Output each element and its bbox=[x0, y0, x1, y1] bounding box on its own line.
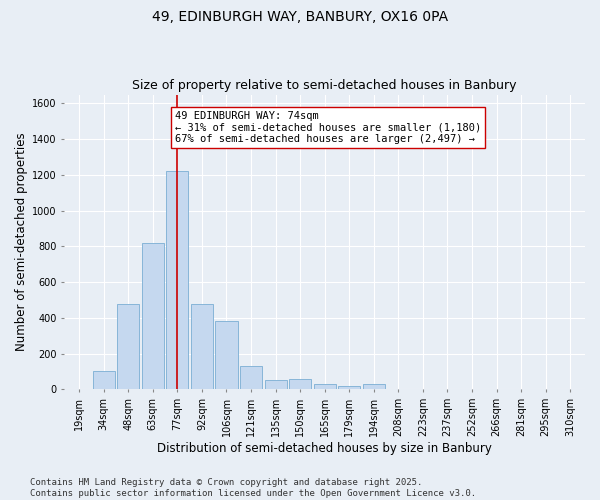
Bar bbox=[289, 380, 311, 390]
Bar bbox=[92, 372, 115, 390]
Title: Size of property relative to semi-detached houses in Banbury: Size of property relative to semi-detach… bbox=[133, 79, 517, 92]
Bar bbox=[117, 304, 139, 390]
Bar bbox=[363, 384, 385, 390]
X-axis label: Distribution of semi-detached houses by size in Banbury: Distribution of semi-detached houses by … bbox=[157, 442, 492, 455]
Bar bbox=[166, 172, 188, 390]
Bar bbox=[265, 380, 287, 390]
Bar bbox=[215, 322, 238, 390]
Bar bbox=[142, 243, 164, 390]
Y-axis label: Number of semi-detached properties: Number of semi-detached properties bbox=[15, 132, 28, 351]
Bar bbox=[338, 386, 361, 390]
Bar bbox=[240, 366, 262, 390]
Text: 49 EDINBURGH WAY: 74sqm
← 31% of semi-detached houses are smaller (1,180)
67% of: 49 EDINBURGH WAY: 74sqm ← 31% of semi-de… bbox=[175, 111, 481, 144]
Bar bbox=[191, 304, 213, 390]
Text: 49, EDINBURGH WAY, BANBURY, OX16 0PA: 49, EDINBURGH WAY, BANBURY, OX16 0PA bbox=[152, 10, 448, 24]
Text: Contains HM Land Registry data © Crown copyright and database right 2025.
Contai: Contains HM Land Registry data © Crown c… bbox=[30, 478, 476, 498]
Bar bbox=[314, 384, 336, 390]
